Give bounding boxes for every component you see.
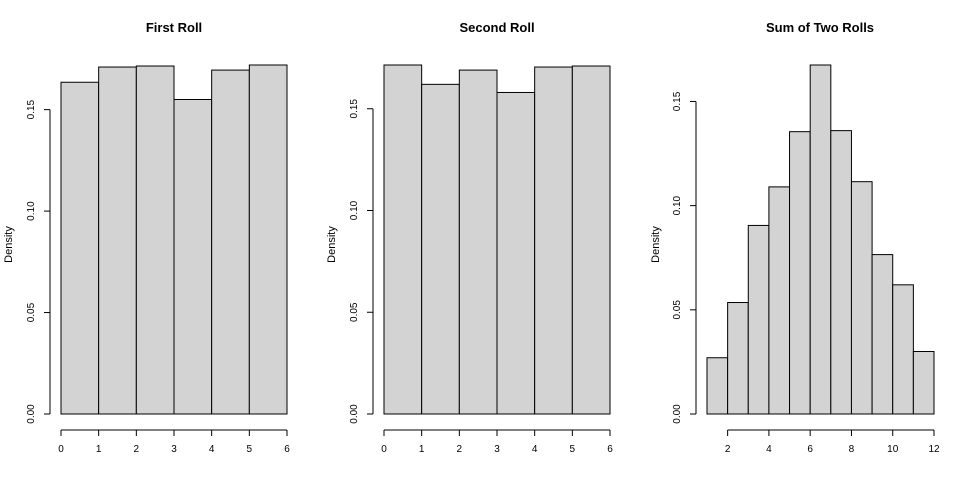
- x-tick-label: 8: [849, 444, 855, 455]
- y-tick-label: 0.00: [26, 404, 37, 424]
- histogram-bar: [173, 98, 213, 415]
- x-tick-label: 12: [928, 444, 940, 455]
- y-tick-label: 0.00: [349, 404, 360, 424]
- x-tick-label: 1: [96, 444, 102, 455]
- histogram-bar: [706, 357, 729, 415]
- panel-3: Sum of Two Rolls 2 4 6 8 10 12 0.00 0.05 0.10 0.15…: [650, 20, 940, 455]
- histogram-bar: [211, 69, 250, 415]
- x-tick-label: 0: [381, 444, 387, 455]
- histogram-bar: [727, 302, 749, 415]
- histogram-bar: [98, 66, 137, 415]
- y-tick-label: 0.05: [349, 302, 360, 322]
- x-tick-label: 2: [725, 444, 731, 455]
- x-tick-label: 4: [766, 444, 772, 455]
- y-tick-label: 0.15: [672, 91, 683, 111]
- histogram-bar: [747, 224, 770, 415]
- x-tick-label: 5: [570, 444, 576, 455]
- x-tick-label: 4: [532, 444, 538, 455]
- y-tick-label: 0.15: [26, 99, 37, 119]
- histogram-bar: [135, 65, 175, 415]
- x-tick-label: 4: [209, 444, 215, 455]
- y-tick-label: 0.05: [26, 302, 37, 322]
- chart-title: Second Roll: [459, 20, 534, 35]
- panel-1: First Roll 0 1 2 3 4 5 6 0.00 0.05 0.10 0.15 Density: [3, 20, 290, 455]
- histogram-bar: [534, 66, 573, 415]
- histogram-bar: [496, 91, 536, 415]
- x-tick-label: 5: [247, 444, 253, 455]
- x-tick-label: 1: [419, 444, 425, 455]
- x-tick-label: 2: [457, 444, 463, 455]
- y-tick-label: 0.10: [672, 195, 683, 215]
- x-tick-label: 6: [807, 444, 813, 455]
- panel-2: Second Roll 0 1 2 3 4 5 6 0.00 0.05 0.10 0.15 Densit…: [326, 20, 613, 455]
- x-tick-label: 2: [134, 444, 140, 455]
- histogram-bar: [383, 64, 423, 415]
- histogram-bar: [871, 254, 894, 415]
- y-axis-label: Density: [326, 226, 338, 263]
- histogram-bar: [830, 130, 852, 415]
- x-tick-label: 6: [607, 444, 613, 455]
- chart-title: Sum of Two Rolls: [766, 20, 874, 35]
- y-tick-label: 0.15: [349, 99, 360, 119]
- x-tick-label: 10: [887, 444, 899, 455]
- histogram-bar: [421, 83, 460, 415]
- histogram-bar: [789, 131, 811, 415]
- histogram-bar: [892, 284, 914, 415]
- histogram-bar: [571, 65, 611, 415]
- x-tick-label: 0: [58, 444, 64, 455]
- histogram-bar: [458, 69, 498, 415]
- y-axis-label: Density: [650, 226, 662, 263]
- y-tick-label: 0.10: [26, 201, 37, 221]
- histogram-bar: [248, 64, 288, 415]
- x-tick-label: 3: [494, 444, 500, 455]
- x-tick-label: 3: [171, 444, 177, 455]
- histogram-bar: [809, 64, 832, 415]
- histogram-bar: [60, 81, 100, 415]
- histogram-bar: [850, 181, 873, 415]
- histogram-bar: [912, 350, 935, 415]
- y-tick-label: 0.00: [672, 404, 683, 424]
- y-tick-label: 0.10: [349, 200, 360, 220]
- y-axis-label: Density: [3, 226, 15, 263]
- chart-title: First Roll: [146, 20, 202, 35]
- y-tick-label: 0.05: [672, 300, 683, 320]
- histogram-bar: [768, 186, 791, 415]
- x-tick-label: 6: [284, 444, 290, 455]
